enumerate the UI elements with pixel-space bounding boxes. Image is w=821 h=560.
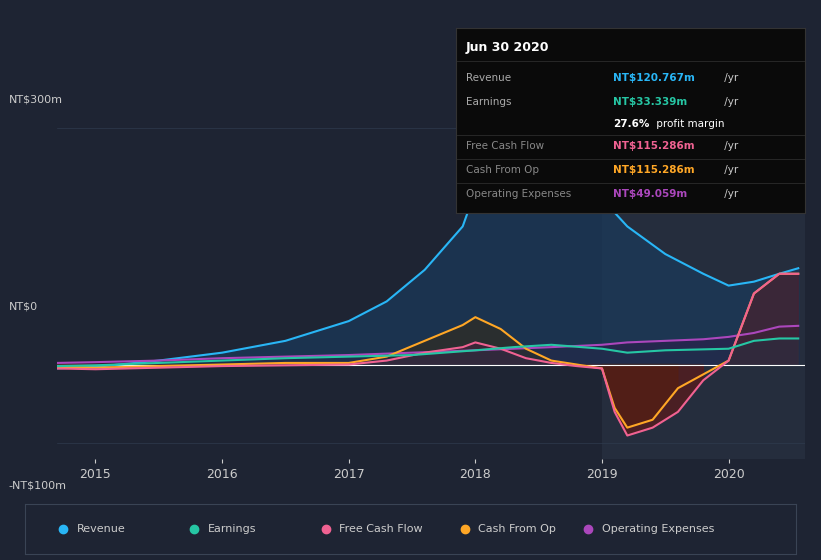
Text: Free Cash Flow: Free Cash Flow [340, 524, 423, 534]
Text: Cash From Op: Cash From Op [479, 524, 557, 534]
Text: Free Cash Flow: Free Cash Flow [466, 141, 544, 151]
Text: /yr: /yr [721, 189, 738, 199]
Text: 27.6%: 27.6% [612, 119, 649, 129]
Text: NT$115.286m: NT$115.286m [612, 165, 695, 175]
Text: NT$49.059m: NT$49.059m [612, 189, 687, 199]
Text: Operating Expenses: Operating Expenses [602, 524, 714, 534]
Text: Revenue: Revenue [466, 73, 511, 83]
Text: Jun 30 2020: Jun 30 2020 [466, 41, 549, 54]
Text: NT$120.767m: NT$120.767m [612, 73, 695, 83]
Text: Earnings: Earnings [209, 524, 257, 534]
Text: NT$115.286m: NT$115.286m [612, 141, 695, 151]
Text: profit margin: profit margin [653, 119, 724, 129]
Text: NT$300m: NT$300m [9, 95, 63, 105]
Text: NT$33.339m: NT$33.339m [612, 97, 687, 107]
Text: NT$0: NT$0 [9, 301, 38, 311]
Text: Operating Expenses: Operating Expenses [466, 189, 571, 199]
Text: Cash From Op: Cash From Op [466, 165, 539, 175]
Text: /yr: /yr [721, 141, 738, 151]
Text: -NT$100m: -NT$100m [9, 480, 67, 491]
Text: /yr: /yr [721, 73, 738, 83]
Text: /yr: /yr [721, 97, 738, 107]
Text: /yr: /yr [721, 165, 738, 175]
Text: Earnings: Earnings [466, 97, 511, 107]
Bar [602, 112, 805, 459]
Text: Revenue: Revenue [77, 524, 126, 534]
